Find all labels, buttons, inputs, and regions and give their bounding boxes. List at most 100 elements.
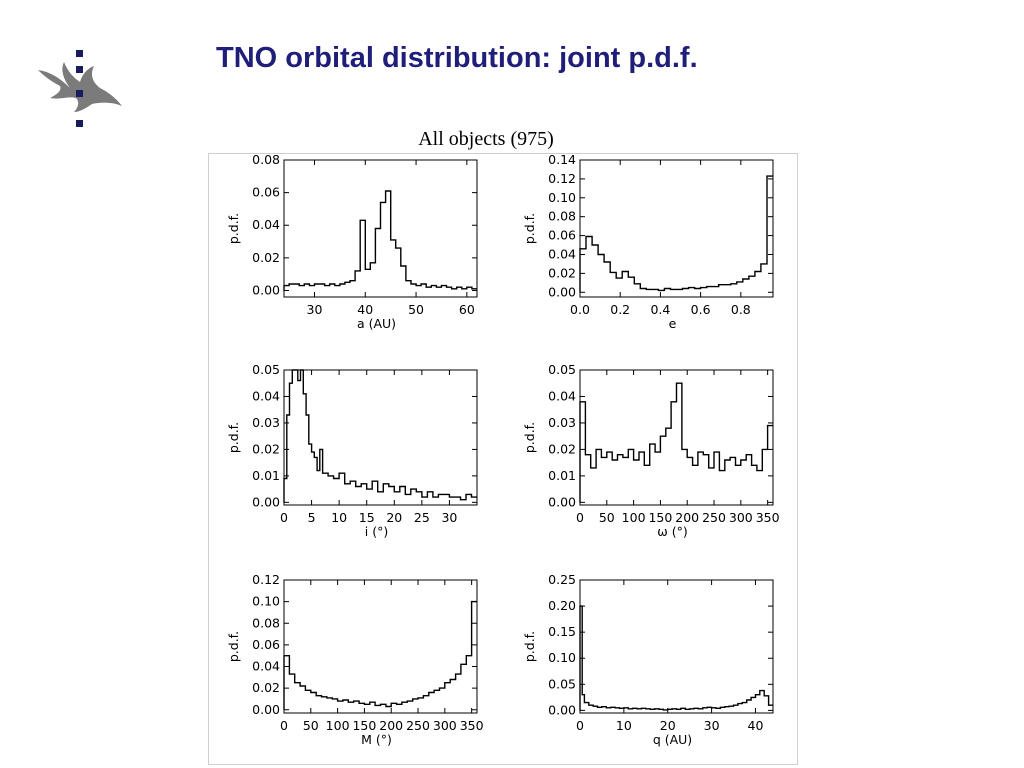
histogram-line (283, 600, 477, 710)
x-tick-label: 0.6 (691, 302, 711, 317)
x-tick-label: 0.2 (610, 302, 630, 317)
y-tick-label: 0.00 (548, 494, 576, 509)
y-tick-label: 0.04 (548, 388, 576, 403)
histogram-line (579, 605, 773, 711)
x-tick-label: 40 (357, 302, 373, 317)
y-tick-label: 0.04 (252, 388, 280, 403)
university-flame-logo-icon (38, 50, 122, 127)
y-axis-label: p.d.f. (522, 213, 537, 244)
x-tick-label: 100 (622, 510, 646, 525)
y-tick-label: 0.04 (252, 217, 280, 232)
y-axis-label: p.d.f. (522, 422, 537, 453)
y-tick-label: 0.00 (548, 702, 576, 717)
x-axis-label: a (AU) (357, 316, 396, 331)
x-tick-label: 250 (406, 718, 430, 733)
x-axis-label: i (°) (365, 524, 388, 539)
y-tick-label: 0.06 (252, 637, 280, 652)
x-tick-label: 20 (386, 510, 402, 525)
x-tick-label: 0.0 (570, 302, 590, 317)
histogram-line (283, 369, 477, 503)
x-tick-label: 20 (660, 718, 676, 733)
y-tick-label: 0.08 (252, 152, 280, 167)
y-tick-label: 0.03 (548, 415, 576, 430)
y-tick-label: 0.03 (252, 415, 280, 430)
x-axis-label: M (°) (361, 732, 392, 747)
y-tick-label: 0.10 (548, 650, 576, 665)
x-tick-label: 150 (352, 718, 376, 733)
y-axis-label: p.d.f. (522, 631, 537, 662)
y-tick-label: 0.10 (252, 594, 280, 609)
histogram-panel: 0.000.010.020.030.040.050 50 100 150 200 250 3… (522, 362, 780, 539)
x-tick-label: 200 (379, 718, 403, 733)
histogram-line (283, 190, 477, 291)
x-axis-label: q (AU) (653, 732, 692, 747)
x-tick-label: 50 (408, 302, 424, 317)
x-tick-label: 10 (331, 510, 347, 525)
y-tick-label: 0.01 (548, 468, 576, 483)
x-tick-label: 0 (576, 510, 584, 525)
y-axis-label: p.d.f. (226, 422, 241, 453)
x-tick-label: 0 (576, 718, 584, 733)
x-tick-label: 30 (441, 510, 457, 525)
x-tick-label: 40 (748, 718, 764, 733)
x-tick-label: 50 (303, 718, 319, 733)
x-tick-label: 30 (704, 718, 720, 733)
y-tick-label: 0.00 (252, 494, 280, 509)
x-tick-label: 5 (308, 510, 316, 525)
x-tick-label: 300 (729, 510, 753, 525)
y-tick-label: 0.02 (252, 680, 280, 695)
histogram-panel: 0.00 0.02 0.04 0.06 0.08 0.10 0.12 0.14 0.0 0.2 0.… (522, 152, 774, 331)
x-tick-label: 200 (675, 510, 699, 525)
y-tick-label: 0.05 (252, 362, 280, 377)
y-tick-label: 0.04 (548, 246, 576, 261)
y-tick-label: 0.06 (548, 228, 576, 243)
x-axis-label: e (669, 316, 677, 331)
histogram-panel: 0.00 0.02 0.04 0.06 0.08 0.10 0.12 0 50 100 150 200… (226, 572, 484, 747)
x-tick-label: 25 (414, 510, 430, 525)
histogram-panel: 0.00 0.05 0.10 0.15 0.20 0.25 0 10 20 30 40 q (AU) p… (522, 572, 774, 747)
y-tick-label: 0.12 (548, 171, 576, 186)
x-tick-label: 300 (433, 718, 457, 733)
histogram-line (579, 382, 773, 503)
logo-flame (38, 62, 122, 112)
y-axis-label: p.d.f. (226, 631, 241, 662)
y-tick-label: 0.12 (252, 572, 280, 587)
x-tick-label: 350 (460, 718, 484, 733)
x-tick-label: 0.4 (650, 302, 670, 317)
y-tick-label: 0.25 (548, 572, 576, 587)
figure-caption-text: All objects (975) (418, 128, 554, 150)
histogram-line (579, 175, 773, 293)
y-tick-label: 0.06 (252, 185, 280, 200)
x-tick-label: 0 (280, 718, 288, 733)
y-tick-label: 0.01 (252, 468, 280, 483)
y-tick-label: 0.08 (252, 615, 280, 630)
plot-area (283, 369, 478, 506)
y-tick-label: 0.05 (548, 676, 576, 691)
x-tick-label: 100 (326, 718, 350, 733)
y-tick-label: 0.00 (252, 282, 280, 297)
y-tick-label: 0.20 (548, 598, 576, 613)
plot-area (283, 159, 478, 298)
slide-title: TNO orbital distribution: joint p.d.f. (216, 42, 698, 74)
y-tick-label: 0.05 (548, 362, 576, 377)
x-tick-label: 30 (307, 302, 323, 317)
y-tick-label: 0.08 (548, 209, 576, 224)
y-tick-label: 0.02 (252, 441, 280, 456)
x-tick-label: 10 (616, 718, 632, 733)
y-tick-label: 0.04 (252, 659, 280, 674)
y-tick-label: 0.14 (548, 152, 576, 167)
x-tick-label: 0.8 (731, 302, 751, 317)
y-tick-label: 0.00 (252, 702, 280, 717)
plot-area (579, 579, 774, 714)
histogram-panel: 0.00 0.02 0.04 0.06 0.08 30 40 50 60 a (AU) p.d.f. (226, 152, 478, 331)
x-tick-label: 15 (359, 510, 375, 525)
x-tick-label: 60 (459, 302, 475, 317)
y-tick-label: 0.00 (548, 284, 576, 299)
y-tick-label: 0.02 (548, 441, 576, 456)
plot-area (283, 579, 478, 714)
y-axis-label: p.d.f. (226, 213, 241, 244)
x-tick-label: 250 (702, 510, 726, 525)
x-axis-label: ω (°) (657, 524, 687, 539)
logo-dot (76, 50, 83, 57)
